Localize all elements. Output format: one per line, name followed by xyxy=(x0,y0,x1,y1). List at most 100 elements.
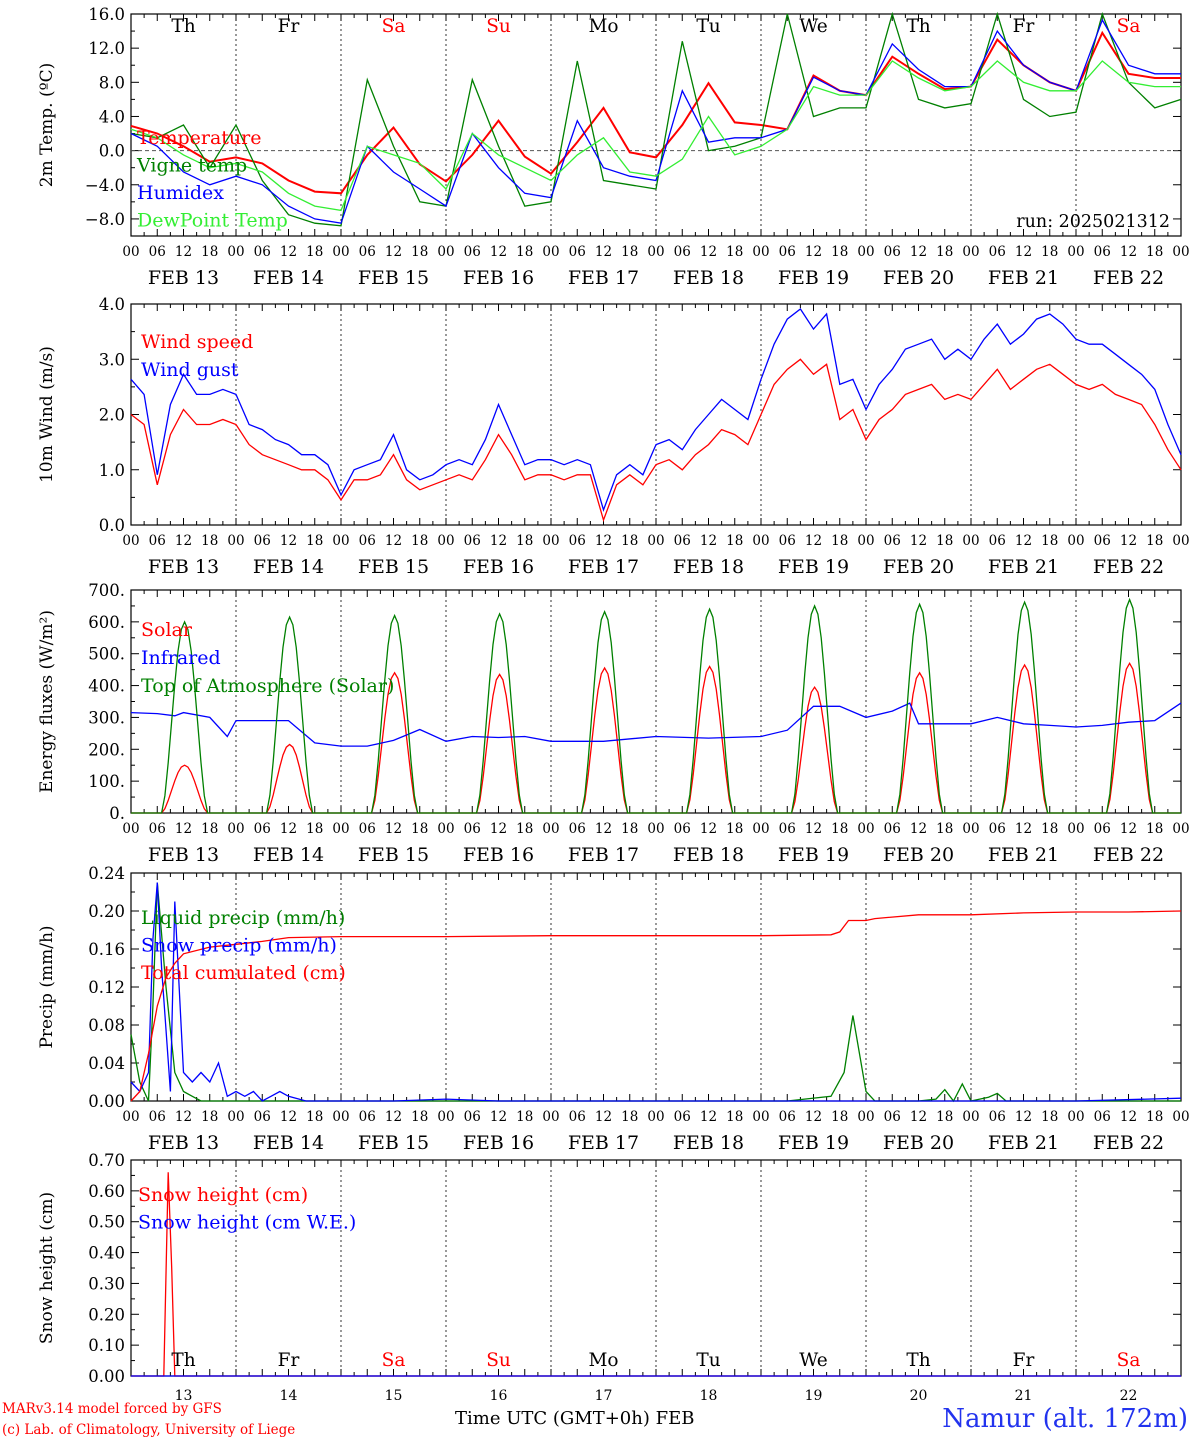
date-label: FEB 20 xyxy=(883,267,954,289)
hour-label: 12 xyxy=(490,244,507,260)
hour-label: 00 xyxy=(857,533,874,549)
hour-label: 06 xyxy=(569,244,586,260)
date-label: FEB 20 xyxy=(883,1132,954,1154)
series-line-infrared xyxy=(130,702,1182,747)
hour-label: 06 xyxy=(464,244,481,260)
hour-label: 18 xyxy=(621,1109,638,1125)
hour-label: 18 xyxy=(936,244,953,260)
hour-label: 06 xyxy=(254,244,271,260)
day-number-label: 18 xyxy=(700,1388,718,1404)
legend-entry: Liquid precip (mm/h) xyxy=(141,907,345,929)
y-tick-label: 0.24 xyxy=(88,864,125,883)
hour-label: 00 xyxy=(752,533,769,549)
hour-label: 12 xyxy=(1015,1109,1032,1125)
legend-entry: Humidex xyxy=(137,182,224,204)
date-label: FEB 22 xyxy=(1093,556,1164,578)
y-tick-label: 4.0 xyxy=(99,295,125,314)
hour-label: 00 xyxy=(752,1109,769,1125)
legend-entry: Snow height (cm W.E.) xyxy=(138,1212,356,1234)
hour-label: 18 xyxy=(621,821,638,837)
hour-label: 12 xyxy=(385,1109,402,1125)
y-tick-label: 400. xyxy=(88,677,125,696)
legend-entry: Total cumulated (cm) xyxy=(141,962,346,984)
day-number-label: 20 xyxy=(910,1388,928,1404)
date-label: FEB 16 xyxy=(463,267,534,289)
weekday-label: Th xyxy=(906,1350,930,1371)
hour-label: 06 xyxy=(254,533,271,549)
hour-label: 00 xyxy=(122,533,139,549)
hour-label: 18 xyxy=(621,244,638,260)
hour-label: 06 xyxy=(779,1109,796,1125)
hour-label: 06 xyxy=(359,533,376,549)
day-number-label: 21 xyxy=(1015,1388,1033,1404)
hour-label: 00 xyxy=(647,533,664,549)
hour-label: 18 xyxy=(516,533,533,549)
date-label: FEB 14 xyxy=(253,556,324,578)
x-axis-title: Time UTC (GMT+0h) FEB xyxy=(455,1408,694,1429)
y-tick-label: 700. xyxy=(88,581,125,600)
hour-label: 00 xyxy=(122,244,139,260)
hour-label: 06 xyxy=(569,533,586,549)
hour-label: 12 xyxy=(910,244,927,260)
hour-label: 18 xyxy=(1146,1109,1163,1125)
y-tick-label: 0.10 xyxy=(88,1336,125,1355)
hour-label: 00 xyxy=(332,1109,349,1125)
hour-label: 06 xyxy=(884,821,901,837)
y-tick-label: 0.08 xyxy=(88,1016,125,1035)
hour-label: 12 xyxy=(910,533,927,549)
hour-label: 06 xyxy=(884,244,901,260)
hour-label: 00 xyxy=(542,244,559,260)
hour-label: 18 xyxy=(726,244,743,260)
date-label: FEB 13 xyxy=(148,1132,219,1154)
hour-label: 00 xyxy=(122,821,139,837)
day-number-label: 15 xyxy=(385,1388,403,1404)
hour-label: 06 xyxy=(884,1109,901,1125)
hour-label: 18 xyxy=(306,1109,323,1125)
date-label: FEB 17 xyxy=(568,844,639,866)
hour-label: 12 xyxy=(595,1109,612,1125)
hour-label: 18 xyxy=(726,533,743,549)
day-number-label: 19 xyxy=(805,1388,823,1404)
day-number-label: 13 xyxy=(175,1388,193,1404)
hour-label: 18 xyxy=(411,821,428,837)
hour-label: 18 xyxy=(831,244,848,260)
weekday-label: Fr xyxy=(278,16,300,37)
hour-label: 06 xyxy=(674,821,691,837)
hour-label: 00 xyxy=(962,1109,979,1125)
series-line-total-cumulated-cm- xyxy=(130,910,1182,1102)
hour-label: 12 xyxy=(280,821,297,837)
hour-label: 06 xyxy=(674,533,691,549)
y-tick-label: 0.0 xyxy=(99,516,125,535)
hour-label: 06 xyxy=(989,533,1006,549)
weekday-label: Sa xyxy=(1117,1350,1141,1371)
hour-label: 12 xyxy=(385,533,402,549)
hour-label: 12 xyxy=(490,1109,507,1125)
hour-label: 00 xyxy=(752,821,769,837)
hour-label: 18 xyxy=(621,533,638,549)
legend-entry: Snow precip (mm/h) xyxy=(141,935,337,957)
weekday-label: Sa xyxy=(1117,16,1141,37)
hour-label: 12 xyxy=(805,533,822,549)
hour-label: 00 xyxy=(1172,821,1189,837)
date-label: FEB 16 xyxy=(463,844,534,866)
hour-label: 00 xyxy=(1067,533,1084,549)
weekday-label: Mo xyxy=(588,1350,618,1371)
weekday-label: Su xyxy=(486,1350,511,1371)
date-label: FEB 19 xyxy=(778,267,849,289)
hour-label: 12 xyxy=(805,821,822,837)
hour-label: 12 xyxy=(1120,533,1137,549)
y-tick-label: 0.0 xyxy=(99,142,125,161)
hour-label: 18 xyxy=(1041,244,1058,260)
hour-label: 06 xyxy=(149,821,166,837)
hour-label: 06 xyxy=(254,821,271,837)
date-label: FEB 14 xyxy=(253,267,324,289)
weekday-label: We xyxy=(799,1350,828,1371)
weekday-label: Fr xyxy=(278,1350,300,1371)
hour-label: 12 xyxy=(805,244,822,260)
hour-label: 12 xyxy=(490,533,507,549)
y-tick-label: 100. xyxy=(88,772,125,791)
hour-label: 18 xyxy=(201,533,218,549)
date-label: FEB 18 xyxy=(673,844,744,866)
date-label: FEB 20 xyxy=(883,844,954,866)
y-tick-label: 0.00 xyxy=(88,1367,125,1386)
